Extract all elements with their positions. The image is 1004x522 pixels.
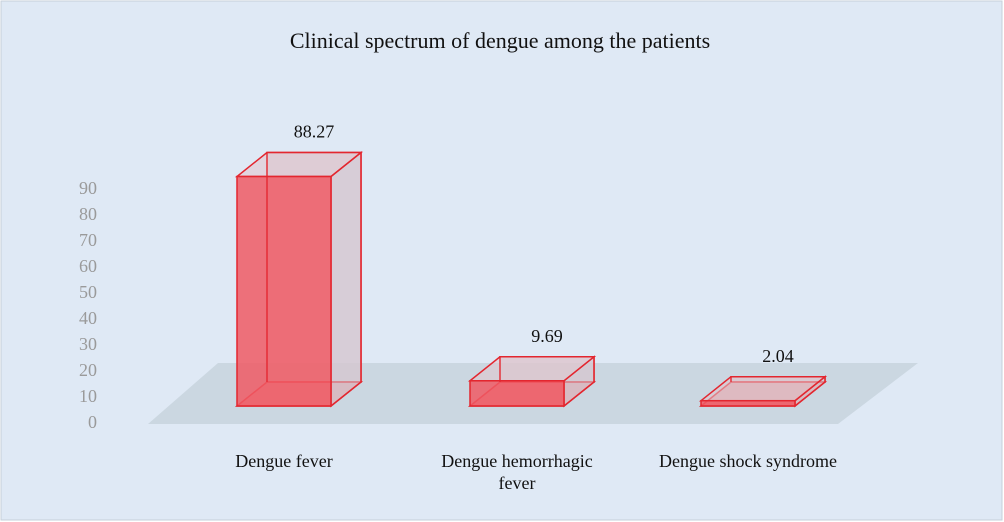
y-tick-label: 0 [88,412,97,432]
y-tick-label: 50 [79,282,97,302]
data-label: 2.04 [762,346,794,366]
bar [700,399,796,407]
y-tick-label: 10 [79,386,97,406]
x-tick-label: Dengue shock syndrome [659,451,837,471]
x-tick-label: Dengue hemorrhagic fever [441,451,593,493]
bar [469,380,565,407]
y-tick-label: 90 [79,178,97,198]
data-label: 9.69 [531,326,563,346]
bar [236,175,332,407]
y-tick-label: 80 [79,204,97,224]
y-tick-label: 20 [79,360,97,380]
y-tick-label: 40 [79,308,97,328]
y-tick-label: 70 [79,230,97,250]
x-tick-label: Dengue fever [235,451,333,471]
data-label: 88.27 [294,122,335,142]
chart-title: Clinical spectrum of dengue among the pa… [290,28,710,53]
y-tick-label: 60 [79,256,97,276]
y-tick-label: 30 [79,334,97,354]
bar-side [330,150,362,408]
